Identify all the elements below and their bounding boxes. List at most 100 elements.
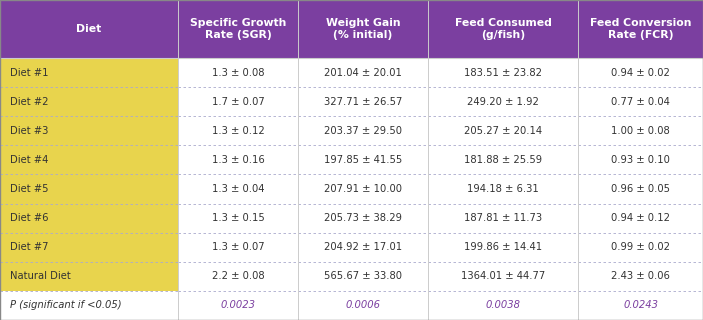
Text: 197.85 ± 41.55: 197.85 ± 41.55 [324, 155, 402, 165]
Text: Diet #4: Diet #4 [10, 155, 49, 165]
Text: Diet #5: Diet #5 [10, 184, 49, 194]
Text: 0.93 ± 0.10: 0.93 ± 0.10 [611, 155, 670, 165]
Text: Diet #2: Diet #2 [10, 97, 49, 107]
Bar [178, 87, 298, 116]
Bar [178, 0, 298, 58]
Bar [428, 87, 578, 116]
Text: 187.81 ± 11.73: 187.81 ± 11.73 [464, 213, 542, 223]
Text: Weight Gain
(% initial): Weight Gain (% initial) [325, 18, 400, 40]
Text: 0.94 ± 0.02: 0.94 ± 0.02 [611, 68, 670, 77]
Text: 2.2 ± 0.08: 2.2 ± 0.08 [212, 271, 264, 281]
Bar [578, 291, 703, 320]
Bar [578, 262, 703, 291]
Text: 565.67 ± 33.80: 565.67 ± 33.80 [324, 271, 402, 281]
Text: Diet #1: Diet #1 [10, 68, 49, 77]
Text: Feed Conversion
Rate (FCR): Feed Conversion Rate (FCR) [590, 18, 691, 40]
Bar [298, 0, 428, 58]
Bar [178, 233, 298, 262]
Text: 0.96 ± 0.05: 0.96 ± 0.05 [611, 184, 670, 194]
Bar [298, 233, 428, 262]
Text: 183.51 ± 23.82: 183.51 ± 23.82 [464, 68, 542, 77]
Bar [578, 204, 703, 233]
Bar [178, 58, 298, 87]
Bar [178, 291, 298, 320]
Text: 1.3 ± 0.07: 1.3 ± 0.07 [212, 242, 264, 252]
Bar [428, 58, 578, 87]
Bar [0, 58, 178, 87]
Bar [428, 116, 578, 145]
Bar [178, 174, 298, 204]
Bar [298, 174, 428, 204]
Text: 194.18 ± 6.31: 194.18 ± 6.31 [467, 184, 539, 194]
Text: 1.3 ± 0.12: 1.3 ± 0.12 [212, 126, 264, 136]
Text: 199.86 ± 14.41: 199.86 ± 14.41 [464, 242, 542, 252]
Bar [0, 291, 178, 320]
Text: Diet #6: Diet #6 [10, 213, 49, 223]
Bar [578, 0, 703, 58]
Text: 0.94 ± 0.12: 0.94 ± 0.12 [611, 213, 670, 223]
Bar [298, 87, 428, 116]
Bar [428, 291, 578, 320]
Bar [0, 233, 178, 262]
Text: 0.0243: 0.0243 [623, 300, 658, 310]
Text: 205.27 ± 20.14: 205.27 ± 20.14 [464, 126, 542, 136]
Text: 1.3 ± 0.16: 1.3 ± 0.16 [212, 155, 264, 165]
Bar [298, 262, 428, 291]
Bar [578, 116, 703, 145]
Text: 205.73 ± 38.29: 205.73 ± 38.29 [324, 213, 402, 223]
Bar [0, 0, 178, 58]
Text: 0.77 ± 0.04: 0.77 ± 0.04 [611, 97, 670, 107]
Text: Diet #3: Diet #3 [10, 126, 49, 136]
Bar [428, 204, 578, 233]
Text: 181.88 ± 25.59: 181.88 ± 25.59 [464, 155, 542, 165]
Bar [578, 174, 703, 204]
Bar [298, 58, 428, 87]
Text: 0.0006: 0.0006 [345, 300, 380, 310]
Text: Specific Growth
Rate (SGR): Specific Growth Rate (SGR) [190, 18, 286, 40]
Bar [578, 58, 703, 87]
Bar [298, 116, 428, 145]
Bar [578, 87, 703, 116]
Text: 0.99 ± 0.02: 0.99 ± 0.02 [611, 242, 670, 252]
Text: 249.20 ± 1.92: 249.20 ± 1.92 [467, 97, 539, 107]
Bar [0, 116, 178, 145]
Bar [0, 87, 178, 116]
Bar [428, 233, 578, 262]
Text: 2.43 ± 0.06: 2.43 ± 0.06 [611, 271, 670, 281]
Text: 1.3 ± 0.04: 1.3 ± 0.04 [212, 184, 264, 194]
Text: 1.7 ± 0.07: 1.7 ± 0.07 [212, 97, 264, 107]
Bar [178, 145, 298, 174]
Text: 204.92 ± 17.01: 204.92 ± 17.01 [324, 242, 402, 252]
Text: 1.3 ± 0.08: 1.3 ± 0.08 [212, 68, 264, 77]
Bar [578, 233, 703, 262]
Text: 207.91 ± 10.00: 207.91 ± 10.00 [324, 184, 402, 194]
Text: 201.04 ± 20.01: 201.04 ± 20.01 [324, 68, 402, 77]
Bar [0, 145, 178, 174]
Text: 327.71 ± 26.57: 327.71 ± 26.57 [324, 97, 402, 107]
Text: 0.0023: 0.0023 [221, 300, 255, 310]
Text: P (significant if <0.05): P (significant if <0.05) [10, 300, 122, 310]
Bar [0, 204, 178, 233]
Bar [578, 145, 703, 174]
Text: Feed Consumed
(g/fish): Feed Consumed (g/fish) [455, 18, 551, 40]
Bar [178, 116, 298, 145]
Bar [298, 145, 428, 174]
Bar [298, 204, 428, 233]
Bar [178, 204, 298, 233]
Text: 1364.01 ± 44.77: 1364.01 ± 44.77 [461, 271, 545, 281]
Text: Diet: Diet [77, 24, 102, 34]
Bar [298, 291, 428, 320]
Bar [428, 174, 578, 204]
Text: Diet #7: Diet #7 [10, 242, 49, 252]
Bar [0, 262, 178, 291]
Text: 203.37 ± 29.50: 203.37 ± 29.50 [324, 126, 402, 136]
Bar [428, 145, 578, 174]
Text: 0.0038: 0.0038 [486, 300, 520, 310]
Bar [428, 262, 578, 291]
Text: 1.3 ± 0.15: 1.3 ± 0.15 [212, 213, 264, 223]
Bar [428, 0, 578, 58]
Text: 1.00 ± 0.08: 1.00 ± 0.08 [611, 126, 670, 136]
Bar [0, 174, 178, 204]
Bar [178, 262, 298, 291]
Text: Natural Diet: Natural Diet [10, 271, 71, 281]
